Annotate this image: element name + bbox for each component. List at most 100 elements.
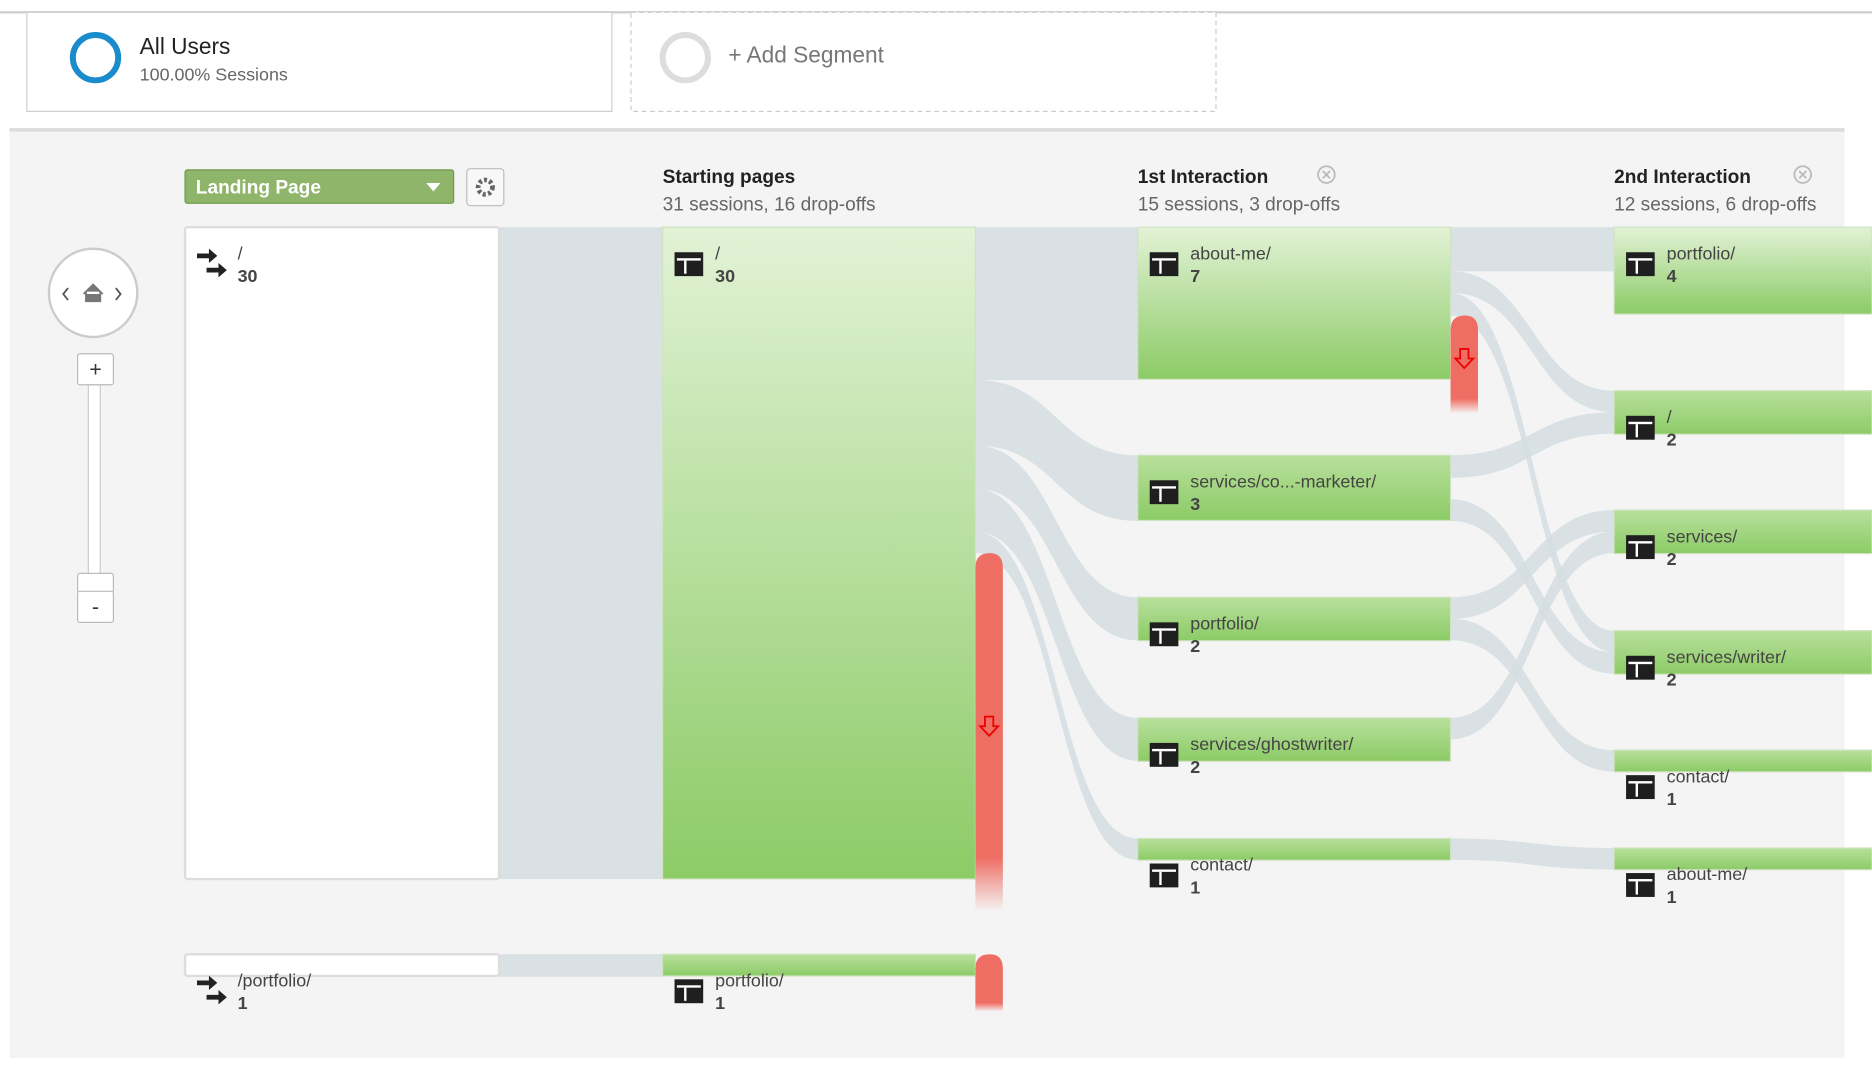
node-label: /portfolio/ — [238, 970, 312, 990]
page-node[interactable] — [1137, 837, 1452, 861]
landing-node[interactable] — [183, 225, 501, 881]
page-icon-line — [1628, 258, 1653, 261]
page-icon-line — [1635, 424, 1638, 438]
node-value: 2 — [1667, 549, 1677, 569]
node-label: contact/ — [1190, 855, 1253, 875]
node-value: 2 — [1667, 670, 1677, 690]
zoom-handle[interactable] — [77, 572, 115, 594]
node-value: 2 — [1667, 430, 1677, 450]
node-value: 2 — [1190, 757, 1200, 777]
add-segment-circle — [659, 31, 711, 84]
page-icon-line — [1152, 486, 1176, 489]
node-value: 3 — [1190, 494, 1200, 514]
segment-donut — [69, 31, 122, 84]
nav-arrows — [62, 287, 122, 301]
page-icon-line — [1159, 260, 1162, 274]
page-icon-line — [1152, 258, 1176, 261]
entry-icon — [196, 975, 227, 1005]
page-icon — [1626, 252, 1655, 277]
flow-link — [1450, 271, 1615, 413]
remove-step[interactable] — [1793, 165, 1813, 184]
remove-step[interactable] — [1317, 165, 1336, 184]
page-icon-line — [1628, 879, 1653, 882]
page-icon-line — [1628, 661, 1653, 665]
dropoff-bar — [1450, 315, 1479, 414]
page-node[interactable] — [662, 226, 976, 880]
node-label: portfolio/ — [1190, 614, 1259, 634]
page-node[interactable] — [1137, 454, 1452, 521]
zoom-in-button[interactable] — [77, 353, 115, 386]
dropdown-arrow — [426, 183, 441, 192]
page-node[interactable] — [1613, 509, 1872, 555]
node-value: 1 — [715, 993, 725, 1013]
page-icon — [1149, 252, 1179, 277]
add-segment-card[interactable] — [630, 11, 1217, 112]
node-value: 30 — [238, 266, 258, 286]
node-label: / — [1667, 407, 1672, 427]
page-node[interactable] — [1137, 226, 1452, 380]
segment-card[interactable] — [26, 11, 613, 112]
node-label: portfolio/ — [1667, 243, 1736, 263]
remove-x — [1322, 170, 1331, 179]
node-value: 2 — [1190, 636, 1200, 656]
flow-link — [1450, 412, 1615, 478]
flow-link — [975, 227, 1138, 380]
page-node[interactable] — [1613, 749, 1872, 773]
page-icon — [674, 979, 704, 1004]
node-value: 30 — [715, 266, 735, 286]
page-icon-line — [1635, 260, 1638, 274]
dimension-dropdown[interactable] — [184, 169, 455, 204]
dropoff-arrow — [1453, 348, 1476, 370]
page-icon — [1626, 873, 1655, 897]
page-icon-line — [1152, 628, 1176, 631]
column-summary: 12 sessions, 6 drop-offs — [1614, 194, 1816, 215]
column-title: 1st Interaction — [1138, 167, 1269, 188]
dimension-label: Landing Page — [196, 178, 321, 199]
segment-subtitle: 100.00% Sessions — [140, 64, 288, 84]
page-icon — [1149, 622, 1179, 647]
page-icon-line — [676, 985, 701, 988]
add-segment-label[interactable]: + Add Segment — [728, 41, 884, 67]
node-label: contact/ — [1667, 766, 1730, 786]
node-value: 1 — [1190, 877, 1200, 897]
page-node[interactable] — [1137, 717, 1452, 762]
landing-node[interactable] — [183, 953, 501, 978]
page-node[interactable] — [1137, 596, 1452, 642]
node-label: services/co...-marketer/ — [1190, 471, 1376, 491]
flow-link — [499, 227, 663, 880]
page-icon — [1626, 535, 1655, 560]
zoom-out-button[interactable] — [77, 590, 115, 623]
page-node[interactable] — [1613, 847, 1872, 871]
flow-link — [975, 445, 1138, 641]
node-label: services/writer/ — [1667, 647, 1786, 667]
node-label: / — [238, 243, 243, 263]
dropoff-bar — [975, 553, 1003, 912]
page-icon-line — [1635, 881, 1638, 895]
flow-link — [1450, 227, 1615, 272]
page-icon-line — [1159, 630, 1162, 644]
page-icon-line — [684, 987, 687, 1001]
page-node[interactable] — [1613, 390, 1872, 435]
page-icon — [1149, 863, 1179, 888]
nav-control[interactable] — [47, 247, 139, 339]
zoom-in-label: + — [89, 357, 102, 381]
page-icon-line — [1628, 781, 1653, 784]
flow-link — [975, 379, 1138, 521]
page-node[interactable] — [1613, 226, 1872, 315]
settings-button[interactable] — [466, 168, 505, 207]
page-node[interactable] — [662, 953, 976, 977]
page-icon — [1626, 415, 1655, 440]
dropoff-bar — [975, 954, 1003, 1012]
flow-link — [1450, 510, 1615, 619]
flow-link — [975, 531, 1138, 860]
page-node[interactable] — [1613, 630, 1872, 675]
page-icon-line — [1159, 488, 1162, 502]
page-icon-line — [1628, 541, 1653, 544]
node-value: 1 — [1667, 887, 1677, 907]
column-summary: 15 sessions, 3 drop-offs — [1138, 194, 1340, 215]
flow-link — [499, 954, 663, 977]
flow-link — [1450, 292, 1615, 653]
column-title: Starting pages — [663, 167, 796, 188]
page-icon — [1626, 775, 1655, 800]
